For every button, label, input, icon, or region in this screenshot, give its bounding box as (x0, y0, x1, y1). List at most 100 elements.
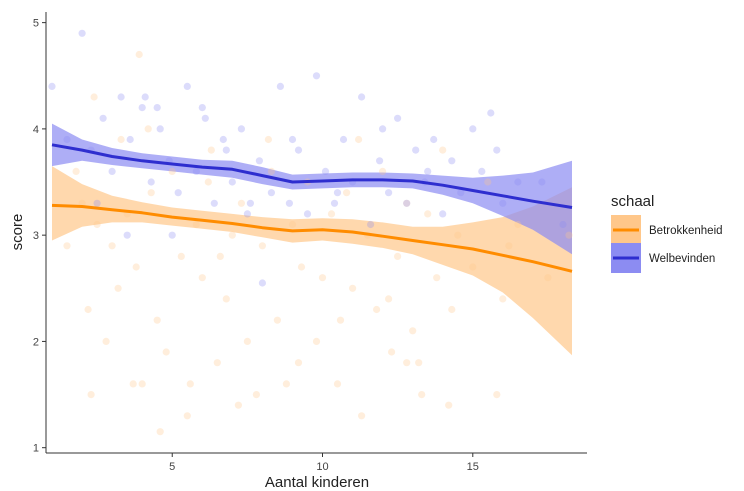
point-betrokkenheid (72, 167, 80, 175)
point-betrokkenheid (343, 189, 351, 197)
point-welbevinden (412, 146, 420, 154)
point-welbevinden (478, 167, 486, 175)
point-betrokkenheid (258, 242, 266, 250)
point-betrokkenheid (282, 380, 290, 388)
point-betrokkenheid (213, 359, 221, 367)
point-betrokkenheid (445, 401, 453, 409)
point-welbevinden (93, 199, 101, 207)
y-tick-label: 2 (33, 336, 39, 348)
point-betrokkenheid (264, 135, 272, 144)
point-betrokkenheid (117, 135, 125, 144)
point-betrokkenheid (327, 210, 336, 218)
point-betrokkenheid (234, 401, 242, 409)
point-welbevinden (321, 167, 330, 175)
legend-label-welbevinden: Welbevinden (649, 253, 715, 265)
point-welbevinden (379, 125, 387, 133)
point-welbevinden (183, 82, 191, 90)
point-welbevinden (228, 178, 236, 186)
point-betrokkenheid (318, 274, 327, 282)
point-welbevinden (385, 189, 393, 197)
point-betrokkenheid (409, 327, 417, 335)
point-welbevinden (141, 93, 149, 101)
point-betrokkenheid (147, 189, 155, 197)
point-welbevinden (153, 104, 161, 112)
point-betrokkenheid (394, 252, 402, 260)
point-betrokkenheid (288, 220, 297, 229)
point-welbevinden (538, 178, 546, 186)
point-welbevinden (267, 189, 275, 197)
point-betrokkenheid (294, 359, 303, 367)
trend-line-welbevinden (51, 143, 573, 209)
point-welbevinden (457, 189, 465, 197)
point-betrokkenheid (129, 380, 137, 388)
point-betrokkenheid (544, 274, 552, 282)
point-betrokkenheid (156, 428, 164, 436)
point-betrokkenheid (198, 274, 206, 282)
point-betrokkenheid (373, 305, 381, 314)
point-betrokkenheid (183, 412, 191, 420)
point-welbevinden (48, 82, 56, 90)
point-betrokkenheid (484, 178, 492, 186)
point-betrokkenheid (177, 252, 185, 260)
confidence-band-betrokkenheid (52, 166, 572, 356)
point-betrokkenheid (514, 220, 522, 229)
point-betrokkenheid (403, 199, 411, 207)
point-welbevinden (138, 104, 146, 112)
point-betrokkenheid (273, 316, 281, 324)
point-betrokkenheid (93, 220, 101, 229)
trend-line-betrokkenheid (51, 203, 573, 273)
point-betrokkenheid (252, 391, 260, 399)
point-betrokkenheid (493, 391, 501, 399)
point-welbevinden (99, 114, 107, 122)
point-betrokkenheid (216, 252, 224, 260)
point-welbevinden (367, 220, 375, 229)
point-betrokkenheid (433, 274, 441, 282)
point-betrokkenheid (403, 359, 411, 367)
point-betrokkenheid (90, 93, 98, 101)
point-betrokkenheid (222, 295, 230, 303)
point-betrokkenheid (418, 391, 426, 399)
point-welbevinden (255, 157, 263, 165)
y-tick-label: 5 (33, 18, 39, 30)
point-welbevinden (439, 210, 447, 218)
point-betrokkenheid (499, 295, 507, 303)
point-betrokkenheid (84, 305, 92, 314)
point-betrokkenheid (312, 337, 321, 345)
point-betrokkenheid (243, 337, 251, 345)
point-betrokkenheid (415, 359, 423, 367)
point-welbevinden (469, 125, 477, 133)
point-betrokkenheid (207, 146, 215, 154)
point-betrokkenheid (379, 167, 387, 175)
point-welbevinden (285, 199, 293, 207)
point-welbevinden (156, 125, 164, 133)
point-betrokkenheid (228, 231, 236, 239)
point-betrokkenheid (162, 348, 170, 356)
point-betrokkenheid (358, 412, 366, 420)
point-betrokkenheid (297, 263, 306, 271)
point-welbevinden (487, 109, 495, 117)
point-welbevinden (126, 135, 134, 144)
point-betrokkenheid (63, 242, 71, 250)
point-welbevinden (201, 114, 209, 122)
point-welbevinden (78, 29, 86, 37)
scatter-points (48, 29, 573, 436)
point-welbevinden (243, 210, 251, 218)
y-tick-label: 3 (33, 230, 39, 242)
point-betrokkenheid (168, 167, 176, 175)
point-betrokkenheid (192, 220, 200, 229)
x-tick-label: 5 (169, 461, 175, 473)
point-welbevinden (63, 135, 71, 144)
point-welbevinden (123, 231, 131, 239)
point-betrokkenheid (87, 391, 95, 399)
point-welbevinden (210, 199, 218, 207)
point-betrokkenheid (454, 231, 462, 239)
point-betrokkenheid (333, 380, 342, 388)
point-betrokkenheid (469, 263, 477, 271)
point-betrokkenheid (424, 210, 432, 218)
point-betrokkenheid (108, 242, 116, 250)
x-tick-label: 15 (467, 461, 479, 473)
trend-lines (51, 143, 573, 273)
point-betrokkenheid (135, 50, 143, 59)
point-welbevinden (559, 220, 567, 229)
